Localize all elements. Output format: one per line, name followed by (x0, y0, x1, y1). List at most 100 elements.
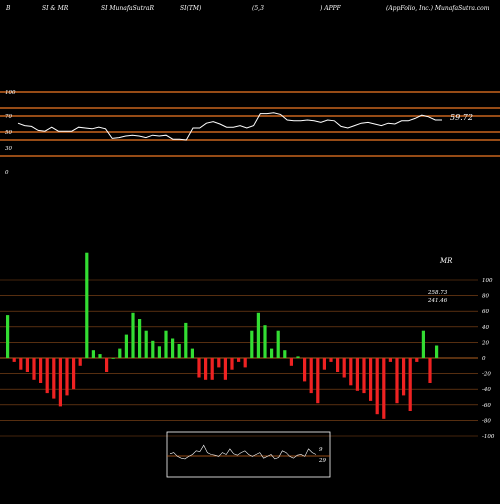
mr-bar (204, 358, 208, 380)
rsi-tick-label: 70 (5, 114, 12, 120)
mini-label-top: 9 (319, 447, 323, 453)
mr-tick-labels: 100 80 60 40 20 0 -20 -40 -60 -80 -100 (481, 278, 495, 440)
mr-bar (388, 358, 392, 362)
mr-bar (32, 358, 36, 380)
mr-bar (111, 358, 115, 359)
mr-bar (164, 330, 168, 358)
mr-bar (349, 358, 353, 386)
mini-series (169, 444, 317, 460)
mr-tick-label: 0 (482, 356, 486, 362)
mr-bar (329, 358, 333, 362)
mini-line (169, 444, 317, 460)
mr-bar (276, 330, 280, 358)
mr-bar (6, 315, 10, 358)
mr-bar (197, 358, 201, 378)
mr-bar (355, 358, 359, 391)
mr-bar (415, 358, 419, 362)
mr-bar (408, 358, 412, 411)
mini-label-bottom: 29 (318, 458, 326, 464)
mr-bar (25, 358, 29, 372)
mr-bar (382, 358, 386, 419)
mr-bar (157, 346, 161, 358)
mr-bar (52, 358, 56, 399)
mr-tick-label: 40 (481, 325, 489, 331)
mr-bar (250, 330, 254, 358)
header-col1: B (5, 5, 11, 12)
mr-bar (336, 358, 340, 372)
mr-bar (322, 358, 326, 370)
mr-bar (210, 358, 214, 380)
mr-bar (58, 358, 62, 407)
mr-bar (78, 358, 82, 366)
mr-bar (184, 322, 188, 358)
mr-tick-label: -80 (482, 418, 491, 424)
mr-bar (283, 350, 287, 358)
mr-bar (91, 350, 95, 358)
mr-bar (65, 358, 69, 396)
mr-bar (421, 330, 425, 358)
rsi-line (17, 112, 442, 141)
mr-bar (45, 358, 49, 394)
mr-bar (395, 358, 399, 404)
header-col7: (AppFolio, Inc.) MunafaSutra.com (386, 5, 490, 12)
mr-bar (85, 252, 89, 358)
mr-bar (230, 358, 234, 370)
rsi-tick-labels: 100 70 50 30 0 (5, 90, 16, 176)
mr-annotation-1: 258.73 (427, 290, 448, 296)
mr-bar (270, 348, 274, 358)
mr-bar (243, 358, 247, 368)
mr-bar (151, 340, 155, 358)
header-col6: ) APPF (319, 5, 342, 12)
mr-bar (12, 358, 16, 362)
mr-bar (375, 358, 379, 415)
mr-title: MR (439, 257, 453, 265)
mr-bar (369, 358, 373, 401)
mr-bar (296, 356, 300, 358)
rsi-tick-label: 30 (5, 146, 12, 152)
mr-tick-label: 80 (482, 294, 489, 300)
mr-bar (124, 334, 128, 358)
mini-panel-frame (166, 431, 331, 478)
mr-tick-label: -20 (482, 372, 491, 378)
mr-bar (256, 312, 260, 358)
mr-bar (39, 358, 43, 383)
rsi-last-value: 59.72 (450, 113, 473, 122)
mr-bar (190, 348, 194, 358)
mr-tick-label: -40 (482, 387, 491, 393)
mr-bar (303, 358, 307, 382)
mr-tick-label: 20 (481, 340, 489, 346)
mr-bar (342, 358, 346, 378)
header-col5: (5,3 (252, 5, 264, 12)
mr-tick-label: -100 (482, 434, 495, 440)
mr-bar (72, 358, 76, 390)
mr-bar (131, 312, 135, 358)
mr-bar (138, 319, 142, 358)
mr-bar (223, 358, 227, 380)
mr-annotation-2: 241.46 (427, 298, 448, 304)
header-col3: SI MunafaSutraR (101, 5, 154, 12)
rsi-band-lines (0, 91, 500, 157)
mr-bar (309, 358, 313, 394)
rsi-tick-label: 0 (5, 170, 9, 176)
mr-bar (263, 325, 267, 358)
mr-bar (118, 348, 122, 358)
mr-bar (177, 344, 181, 358)
header-col2: SI & MR (42, 5, 69, 12)
mr-tick-label: 100 (482, 278, 493, 284)
mr-bar (105, 358, 109, 372)
mr-bar (237, 358, 241, 362)
mr-bar (19, 358, 23, 370)
rsi-tick-label: 100 (5, 90, 16, 96)
mr-bar (428, 358, 432, 383)
mr-bar (171, 338, 175, 358)
mr-bar (217, 358, 221, 368)
mr-tick-label: 60 (482, 309, 489, 315)
mr-bar (435, 345, 439, 358)
mr-bar (362, 358, 366, 394)
mr-bars (6, 252, 439, 419)
mr-tick-label: -60 (482, 403, 491, 409)
mr-bar (402, 358, 406, 396)
